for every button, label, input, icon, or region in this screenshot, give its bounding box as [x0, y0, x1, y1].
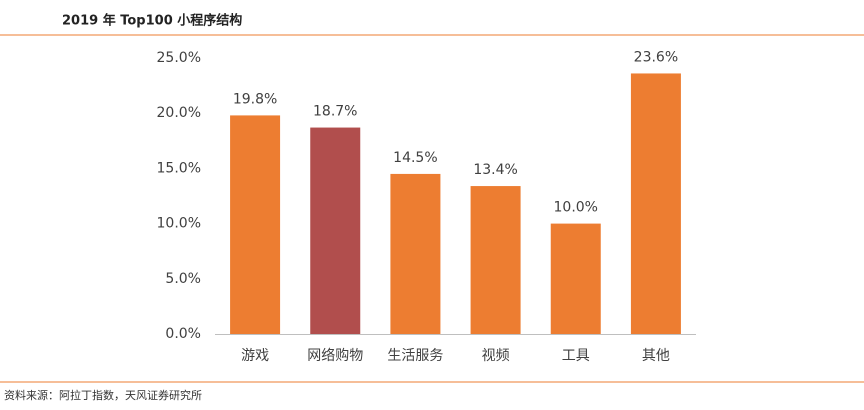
y-tick-label: 15.0%	[157, 160, 201, 176]
x-tick-label: 视频	[482, 348, 510, 364]
bar	[310, 127, 361, 334]
y-tick-label: 0.0%	[165, 326, 201, 342]
value-label: 14.5%	[393, 150, 437, 166]
bar	[230, 115, 281, 335]
value-label: 19.8%	[233, 91, 277, 107]
bar	[630, 73, 681, 335]
source-note: 资料来源：阿拉丁指数，天风证券研究所	[4, 388, 202, 402]
bar	[390, 173, 441, 334]
x-tick-label: 网络购物	[307, 348, 363, 364]
y-tick-label: 10.0%	[157, 216, 201, 232]
value-label: 23.6%	[634, 49, 678, 65]
x-tick-label: 游戏	[241, 348, 269, 364]
bar	[550, 223, 601, 334]
y-tick-label: 5.0%	[165, 271, 201, 287]
value-label: 13.4%	[473, 162, 517, 178]
value-label: 18.7%	[313, 104, 357, 120]
x-tick-label: 其他	[642, 348, 670, 364]
value-label: 10.0%	[554, 200, 598, 216]
x-tick-label: 工具	[562, 348, 590, 364]
y-tick-label: 25.0%	[157, 50, 201, 66]
y-tick-label: 20.0%	[157, 105, 201, 121]
chart-title: 2019 年 Top100 小程序结构	[62, 13, 242, 29]
bar	[470, 186, 521, 334]
x-tick-label: 生活服务	[387, 348, 443, 364]
